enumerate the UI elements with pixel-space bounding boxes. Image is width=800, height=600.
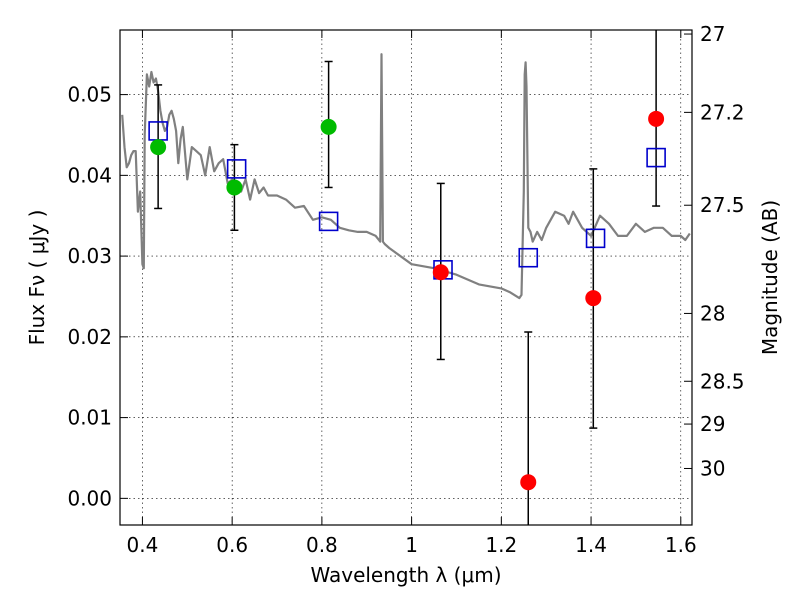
model-flux-box (226, 159, 247, 179)
y2-tick-label: 28 (700, 301, 725, 325)
x-tick-label: 0.4 (127, 533, 159, 557)
x-tick-label: 1.6 (665, 533, 697, 557)
model-spectrum-line (121, 53, 691, 300)
y-tick-label: 0.02 (67, 325, 112, 349)
y-tick-label: 0.04 (67, 163, 112, 187)
y2-axis-label: Magnitude (AB) (758, 200, 782, 355)
model-flux-box (585, 228, 606, 249)
observed-point-green (320, 118, 337, 135)
grid-layer (120, 30, 692, 525)
model-flux-box (518, 247, 539, 268)
observed-point-layer (150, 110, 665, 491)
model-flux-box (646, 147, 666, 168)
observed-point-red (585, 290, 602, 307)
y2-tick-label: 30 (700, 456, 725, 480)
x-tick-label: 1 (405, 533, 418, 557)
x-tick-label: 1.4 (575, 533, 607, 557)
y-axis-label: Flux Fν ( μJy ) (25, 210, 49, 346)
plot-frame (119, 29, 693, 526)
x-tick-label: 0.8 (306, 533, 338, 557)
tick-layer: 0.4 0.6 0.8 1 1.2 1.4 1.6 0.00 0.01 0.02 0.03 0.04 0… (67, 22, 744, 557)
observed-point-red (432, 264, 449, 281)
y2-tick-label: 29 (700, 412, 725, 436)
observed-point-green (150, 139, 167, 156)
y-tick-label: 0.05 (67, 83, 112, 107)
y-tick-label: 0.03 (67, 244, 112, 268)
model-flux-box-layer (148, 121, 666, 280)
model-layer (121, 53, 691, 300)
y-tick-label: 0.00 (67, 486, 112, 510)
x-axis-label: Wavelength λ (μm) (310, 563, 501, 587)
observed-point-green (226, 179, 243, 196)
observed-point-red (648, 110, 665, 127)
y2-tick-label: 27 (700, 22, 725, 46)
x-tick-label: 0.6 (216, 533, 248, 557)
observed-point-red (520, 474, 537, 491)
model-flux-box (318, 211, 339, 232)
y2-tick-label: 27.2 (700, 100, 745, 124)
y2-tick-label: 28.5 (700, 369, 745, 393)
x-tick-label: 1.2 (485, 533, 517, 557)
y-tick-label: 0.01 (67, 406, 112, 430)
y2-tick-label: 27.5 (700, 193, 745, 217)
errorbar-layer (154, 30, 661, 525)
